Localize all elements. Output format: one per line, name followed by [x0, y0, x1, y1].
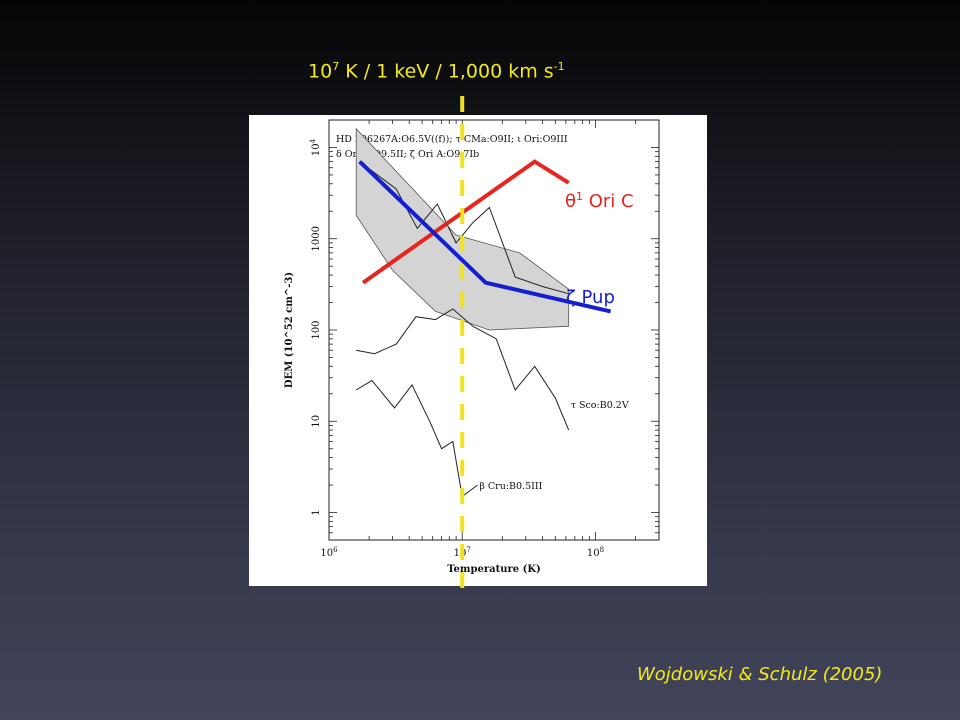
y-tick-label: 1	[311, 509, 322, 515]
series-label-0: τ Sco:B0.2V	[571, 400, 629, 411]
theta1-ori-c-label: θ1 Ori C	[565, 190, 634, 212]
series-line-theta1-ori-c	[361, 159, 570, 285]
x-tick-label: 106	[320, 546, 338, 559]
x-tick-label: 107	[454, 546, 471, 559]
y-axis-label: DEM (10^52 cm^-3)	[284, 272, 295, 388]
temperature-marker-label: 107 K / 1 keV / 1,000 km s-1	[308, 60, 565, 83]
series-line-thin-0	[356, 308, 570, 431]
y-tick-label: 100	[311, 320, 322, 339]
y-tick-label: 1000	[311, 226, 322, 251]
chart-panel	[249, 115, 707, 586]
zeta-pup-label: ζ Pup	[566, 287, 615, 308]
y-tick-label: 104	[309, 138, 322, 156]
legend-line-2: δ Ori A:O9.5II; ζ Ori A:O9.7Ib	[336, 149, 479, 160]
series-label-1: β Cru:B0.5III	[479, 481, 542, 492]
legend-line-1: HD 206267A:O6.5V((f)); τ CMa:O9II; ι Ori…	[336, 134, 568, 145]
citation: Wojdowski & Schulz (2005)	[637, 664, 883, 685]
series-line-zeta-pup	[358, 160, 612, 314]
series-line-thin-1	[355, 379, 478, 498]
plot-area: 106 107 108 1 10 100 1000 104 Temperature (K) DEM…	[284, 96, 660, 588]
y-tick-label: 10	[311, 415, 322, 428]
x-tick-label: 108	[587, 546, 604, 559]
x-axis-label: Temperature (K)	[447, 564, 541, 575]
dem-range-band	[355, 127, 570, 331]
